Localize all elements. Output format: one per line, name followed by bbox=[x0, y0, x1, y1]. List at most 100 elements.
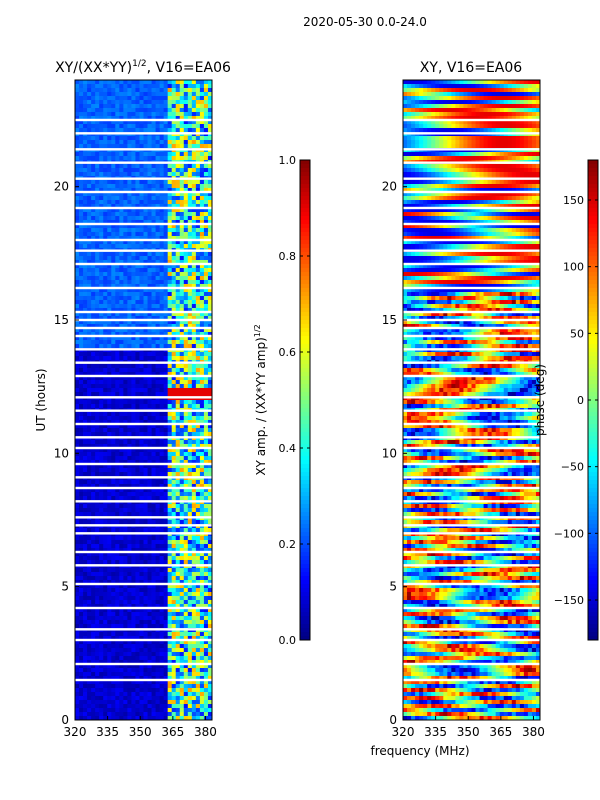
heatmap-cell bbox=[79, 316, 84, 321]
heatmap-cell bbox=[107, 428, 112, 433]
heatmap-cell bbox=[195, 384, 201, 389]
heatmap-cell bbox=[163, 260, 169, 265]
heatmap-cell bbox=[187, 188, 193, 193]
heatmap-cell bbox=[115, 540, 120, 545]
heatmap-cell bbox=[83, 624, 88, 629]
heatmap-cell bbox=[155, 376, 161, 381]
heatmap-cell bbox=[123, 560, 128, 565]
heatmap-cell bbox=[91, 584, 96, 589]
heatmap-cell bbox=[139, 544, 144, 549]
heatmap-cell bbox=[131, 240, 136, 245]
heatmap-cell bbox=[155, 84, 161, 89]
heatmap-cell bbox=[127, 536, 132, 541]
heatmap-cell bbox=[79, 460, 84, 465]
heatmap-cell bbox=[123, 220, 128, 225]
heatmap-cell bbox=[107, 400, 112, 405]
heatmap-cell bbox=[207, 104, 213, 109]
heatmap-cell bbox=[191, 152, 197, 157]
heatmap-cell bbox=[83, 472, 88, 477]
heatmap-cell bbox=[127, 276, 132, 281]
heatmap-cell bbox=[195, 204, 201, 209]
heatmap-cell bbox=[163, 368, 169, 373]
heatmap-cell bbox=[139, 196, 144, 201]
heatmap-cell bbox=[75, 592, 80, 597]
heatmap-cell bbox=[119, 172, 124, 177]
heatmap-cell bbox=[199, 424, 205, 429]
heatmap-cell bbox=[143, 456, 148, 461]
heatmap-cell bbox=[207, 484, 213, 489]
heatmap-cell bbox=[155, 312, 161, 317]
heatmap-cell bbox=[151, 488, 156, 493]
heatmap-cell bbox=[191, 400, 197, 405]
heatmap-cell bbox=[111, 236, 116, 241]
heatmap-cell bbox=[155, 368, 161, 373]
heatmap-cell bbox=[115, 228, 120, 233]
heatmap-cell bbox=[103, 632, 108, 637]
heatmap-cell bbox=[199, 168, 205, 173]
heatmap-cell bbox=[147, 560, 152, 565]
heatmap-cell bbox=[159, 240, 165, 245]
heatmap-cell bbox=[171, 232, 177, 237]
heatmap-cell bbox=[187, 152, 193, 157]
heatmap-cell bbox=[119, 616, 124, 621]
heatmap-cell bbox=[123, 620, 128, 625]
heatmap-cell bbox=[107, 300, 112, 305]
heatmap-cell bbox=[115, 124, 120, 129]
heatmap-cell bbox=[95, 252, 100, 257]
heatmap-cell bbox=[163, 220, 169, 225]
heatmap-cell bbox=[147, 164, 152, 169]
heatmap-cell bbox=[75, 644, 80, 649]
heatmap-cell bbox=[107, 308, 112, 313]
heatmap-cell bbox=[155, 264, 161, 269]
heatmap-cell bbox=[183, 296, 189, 301]
heatmap-cell bbox=[127, 560, 132, 565]
heatmap-cell bbox=[131, 432, 136, 437]
heatmap-cell bbox=[107, 120, 112, 125]
heatmap-cell bbox=[203, 108, 209, 113]
heatmap-cell bbox=[195, 296, 201, 301]
heatmap-cell bbox=[99, 280, 104, 285]
heatmap-cell bbox=[79, 244, 84, 249]
heatmap-cell bbox=[87, 188, 92, 193]
heatmap-cell bbox=[87, 428, 92, 433]
heatmap-cell bbox=[183, 108, 189, 113]
heatmap-cell bbox=[183, 656, 189, 661]
heatmap-cell bbox=[171, 272, 177, 277]
heatmap-cell bbox=[135, 596, 140, 601]
heatmap-cell bbox=[155, 508, 161, 513]
heatmap-cell bbox=[95, 576, 100, 581]
heatmap-cell bbox=[91, 276, 96, 281]
heatmap-cell bbox=[199, 300, 205, 305]
heatmap-cell bbox=[175, 276, 181, 281]
heatmap-cell bbox=[111, 624, 116, 629]
heatmap-cell bbox=[135, 260, 140, 265]
heatmap-cell bbox=[143, 576, 148, 581]
heatmap-cell bbox=[87, 560, 92, 565]
heatmap-cell bbox=[203, 592, 209, 597]
heatmap-cell bbox=[95, 320, 100, 325]
heatmap-cell bbox=[95, 240, 100, 245]
heatmap-cell bbox=[143, 616, 148, 621]
heatmap-cell bbox=[79, 456, 84, 461]
heatmap-cell bbox=[111, 388, 116, 393]
heatmap-cell bbox=[127, 288, 132, 293]
heatmap-cell bbox=[187, 236, 193, 241]
heatmap-cell bbox=[131, 272, 136, 277]
heatmap-cell bbox=[171, 380, 177, 385]
heatmap-cell bbox=[127, 312, 132, 317]
heatmap-cell bbox=[175, 652, 181, 657]
heatmap-cell bbox=[187, 400, 193, 405]
heatmap-cell bbox=[139, 352, 144, 357]
heatmap-cell bbox=[131, 224, 136, 229]
heatmap-cell bbox=[127, 572, 132, 577]
heatmap-cell bbox=[103, 580, 108, 585]
heatmap-cell bbox=[79, 300, 84, 305]
heatmap-cell bbox=[79, 108, 84, 113]
heatmap-cell bbox=[191, 324, 197, 329]
heatmap-cell bbox=[83, 440, 88, 445]
heatmap-cell bbox=[199, 428, 205, 433]
heatmap-cell bbox=[111, 172, 116, 177]
heatmap-cell bbox=[187, 204, 193, 209]
heatmap-cell bbox=[163, 384, 169, 389]
heatmap-cell bbox=[203, 144, 209, 149]
